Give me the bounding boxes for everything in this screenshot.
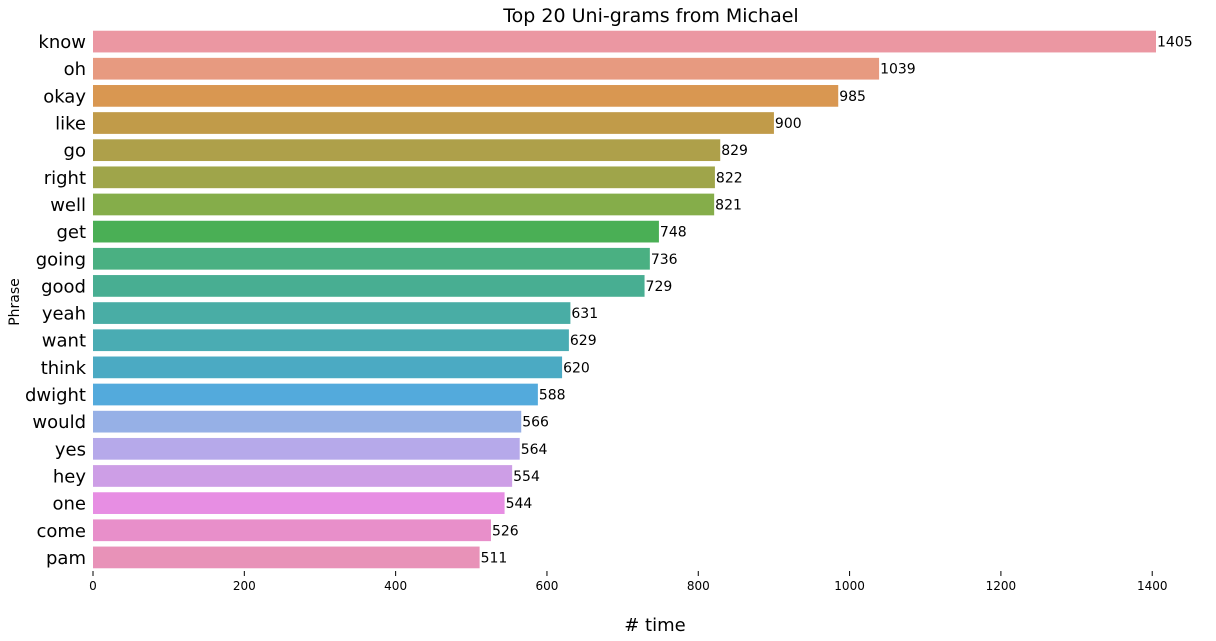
bar-right: [93, 166, 715, 189]
value-label: 748: [660, 225, 687, 241]
chart-title: Top 20 Uni-grams from Michael: [502, 5, 798, 27]
bar-would: [93, 410, 522, 433]
x-tick-label: 200: [233, 579, 256, 593]
x-axis: 0 200 400 600 800 1000 1200 1400: [89, 571, 1167, 593]
value-label: 554: [513, 469, 540, 485]
category-label: think: [41, 358, 87, 379]
bar-oh: [93, 57, 880, 80]
bar-one: [93, 492, 505, 514]
category-label: yeah: [42, 304, 86, 325]
category-labels: know oh okay like go right well get going good yea…: [25, 32, 87, 569]
category-label: get: [56, 222, 86, 243]
bar-dwight: [93, 383, 538, 406]
value-label: 620: [563, 360, 590, 376]
category-label: going: [36, 249, 86, 270]
bar-come: [93, 519, 491, 542]
bar-good: [93, 275, 645, 297]
x-tick-label: 600: [535, 579, 558, 593]
category-label: want: [42, 331, 86, 352]
category-label: like: [55, 114, 86, 135]
category-label: okay: [43, 86, 86, 107]
bar-like: [93, 112, 774, 134]
category-label: one: [53, 494, 87, 515]
category-label: well: [50, 195, 86, 216]
value-label: 829: [721, 143, 748, 159]
value-label: 729: [646, 279, 673, 295]
bar-yes: [93, 437, 520, 460]
bar-go: [93, 139, 721, 162]
bar-okay: [93, 85, 839, 107]
category-label: yes: [55, 439, 86, 460]
category-label: good: [41, 276, 86, 297]
value-labels: 1405 1039 985 900 829 822 821 748 736 729 631 629 62…: [481, 35, 1193, 567]
category-label: go: [64, 141, 86, 162]
value-label: 1405: [1157, 35, 1193, 51]
y-axis-label: Phrase: [7, 278, 23, 326]
value-label: 564: [521, 442, 548, 458]
bar-well: [93, 193, 715, 216]
value-label: 736: [651, 252, 678, 268]
value-label: 822: [716, 170, 743, 186]
value-label: 588: [539, 388, 566, 404]
x-tick-label: 800: [687, 579, 710, 593]
value-label: 566: [522, 415, 549, 431]
value-label: 544: [506, 496, 533, 512]
x-tick-label: 1000: [834, 579, 865, 593]
value-label: 631: [571, 306, 598, 322]
x-tick-label: 1200: [986, 579, 1017, 593]
bar-yeah: [93, 302, 571, 324]
bar-hey: [93, 465, 513, 487]
bar-going: [93, 247, 650, 270]
bar-want: [93, 329, 569, 352]
bar-think: [93, 356, 563, 379]
x-tick-label: 400: [384, 579, 407, 593]
bar-get: [93, 220, 659, 243]
x-axis-label: # time: [624, 615, 685, 636]
value-label: 985: [839, 89, 866, 105]
x-tick-label: 0: [89, 579, 97, 593]
value-label: 821: [715, 197, 742, 213]
bars-group: [93, 30, 1156, 569]
category-label: dwight: [25, 385, 86, 406]
value-label: 1039: [880, 62, 916, 78]
category-label: would: [32, 412, 86, 433]
category-label: hey: [53, 466, 86, 487]
category-label: come: [36, 521, 86, 542]
value-label: 511: [481, 550, 508, 566]
value-label: 526: [492, 523, 519, 539]
category-label: oh: [64, 59, 86, 80]
value-label: 900: [775, 116, 802, 132]
category-label: pam: [46, 548, 86, 569]
value-label: 629: [570, 333, 597, 349]
bar-pam: [93, 546, 480, 569]
x-tick-label: 1400: [1137, 579, 1168, 593]
category-label: right: [44, 168, 86, 189]
category-label: know: [38, 32, 86, 53]
bar-know: [93, 30, 1156, 53]
